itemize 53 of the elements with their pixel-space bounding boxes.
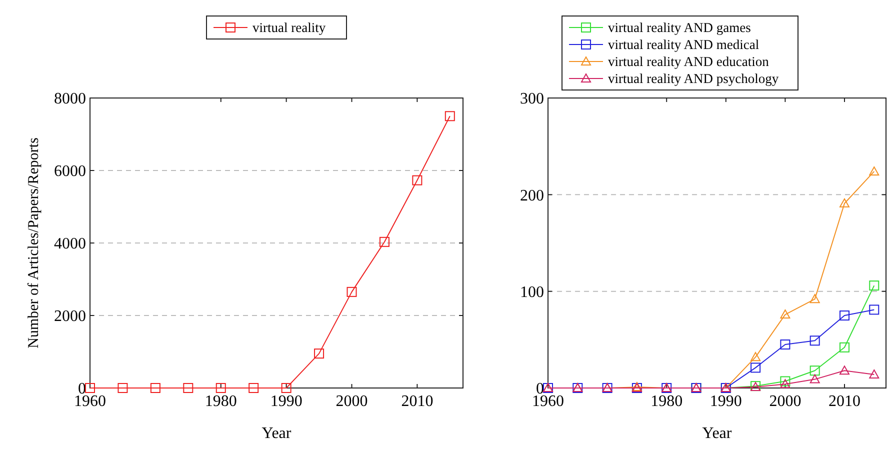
legend-label: virtual reality AND medical (608, 37, 760, 52)
point (281, 383, 292, 393)
point (810, 374, 820, 384)
x-tick-label: 1980 (650, 393, 683, 410)
x-tick-label: 2000 (769, 393, 802, 410)
point (839, 342, 850, 352)
x-axis-title: Year (262, 425, 292, 442)
point (869, 304, 880, 315)
point (869, 280, 880, 291)
point (780, 340, 790, 350)
point (346, 286, 357, 297)
point (780, 310, 790, 319)
point (379, 236, 390, 247)
y-tick-label: 4000 (54, 236, 86, 253)
point (780, 376, 790, 386)
x-tick-label: 1990 (270, 393, 302, 410)
point (810, 336, 820, 346)
point (248, 383, 259, 393)
y-axis-title: Number of Articles/Papers/Reports (26, 137, 42, 348)
x-tick-label: 2000 (336, 393, 368, 410)
point (314, 348, 324, 359)
x-tick-label: 1990 (710, 393, 742, 410)
y-tick-label: 100 (520, 284, 544, 301)
point (839, 366, 850, 375)
point (869, 166, 880, 176)
legend-label: virtual reality (252, 20, 326, 36)
point (810, 366, 820, 376)
legend-label: virtual reality AND psychology (608, 71, 779, 86)
y-tick-label: 200 (520, 187, 544, 204)
y-tick-label: 2000 (54, 308, 86, 326)
point (183, 383, 194, 393)
point (412, 175, 422, 186)
point (85, 383, 95, 393)
x-tick-label: 2010 (401, 393, 434, 410)
point (150, 383, 160, 393)
legend-label: virtual reality AND games (608, 20, 751, 36)
x-axis-title: Year (702, 425, 732, 442)
point (810, 294, 820, 304)
x-tick-label: 1980 (204, 393, 237, 410)
point (780, 379, 790, 388)
point (869, 369, 880, 378)
legend-label: virtual reality AND education (608, 54, 770, 70)
x-tick-label: 2010 (828, 393, 860, 410)
y-tick-label: 300 (520, 90, 544, 108)
point (216, 383, 226, 393)
point (839, 310, 850, 320)
point (750, 352, 761, 362)
y-tick-label: 6000 (54, 163, 86, 180)
point (750, 362, 761, 373)
point (118, 383, 128, 393)
point (839, 198, 850, 208)
point (444, 111, 455, 122)
y-tick-label: 8000 (54, 90, 86, 108)
